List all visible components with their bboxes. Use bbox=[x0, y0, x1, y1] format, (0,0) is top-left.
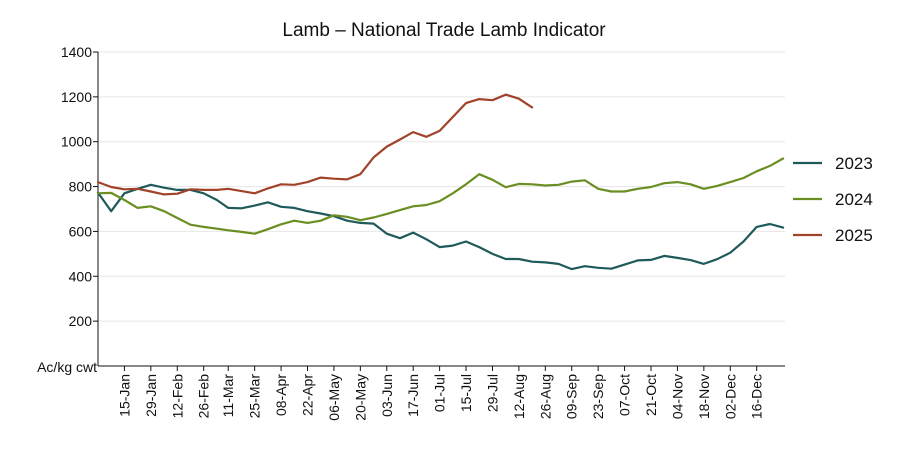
x-tick-label-14: 29-Jul bbox=[484, 374, 500, 412]
y-tick-label-1: 400 bbox=[69, 268, 93, 284]
x-tick-label-13: 15-Jul bbox=[458, 374, 474, 412]
x-tick-label-24: 16-Dec bbox=[749, 374, 765, 419]
y-tick-label-2: 600 bbox=[69, 223, 93, 239]
x-tick-label-22: 18-Nov bbox=[696, 374, 712, 419]
axes bbox=[97, 52, 785, 367]
x-tick-label-18: 23-Sep bbox=[590, 374, 606, 419]
y-tick-label-5: 1200 bbox=[61, 89, 92, 105]
series-lines bbox=[96, 93, 785, 271]
x-tick-label-11: 17-Jun bbox=[405, 374, 421, 417]
legend: 2023 2024 2025 bbox=[793, 154, 873, 245]
x-tick-label-7: 22-Apr bbox=[299, 374, 315, 416]
x-tick-label-5: 25-Mar bbox=[247, 374, 263, 419]
y-tick-label-4: 1000 bbox=[61, 134, 92, 150]
y-axis-unit-label: Ac/kg cwt bbox=[37, 359, 97, 375]
x-tick-label-9: 20-May bbox=[352, 374, 368, 421]
x-tick-label-4: 11-Mar bbox=[220, 374, 236, 418]
x-tick-label-21: 04-Nov bbox=[669, 374, 685, 419]
x-tick-label-1: 29-Jan bbox=[143, 374, 159, 417]
x-tick-label-6: 08-Apr bbox=[273, 374, 289, 416]
y-tick-label-0: 200 bbox=[69, 313, 93, 329]
x-tick-label-16: 26-Aug bbox=[537, 374, 553, 419]
y-axis-ticks: 200 400 600 800 1000 1200 1400 bbox=[61, 44, 98, 329]
x-axis-ticks: 15-Jan 29-Jan 12-Feb 26-Feb 11-Mar 25-Mar 08-A… bbox=[116, 366, 765, 421]
x-tick-label-19: 07-Oct bbox=[617, 374, 633, 416]
legend-label-2024: 2024 bbox=[835, 190, 873, 209]
series-line-2025 bbox=[96, 93, 534, 196]
x-tick-label-2: 12-Feb bbox=[169, 374, 185, 419]
x-tick-label-12: 01-Jul bbox=[432, 374, 448, 412]
x-tick-label-23: 02-Dec bbox=[722, 374, 738, 419]
legend-label-2025: 2025 bbox=[835, 226, 873, 245]
legend-label-2023: 2023 bbox=[835, 154, 873, 173]
x-tick-label-10: 03-Jun bbox=[379, 374, 395, 417]
y-tick-label-3: 800 bbox=[69, 179, 93, 195]
grid-lines bbox=[98, 51, 785, 322]
series-line-2024 bbox=[96, 157, 785, 235]
x-tick-label-0: 15-Jan bbox=[116, 374, 132, 417]
x-tick-label-8: 06-May bbox=[326, 374, 342, 421]
y-tick-label-6: 1400 bbox=[61, 44, 92, 60]
x-tick-label-3: 26-Feb bbox=[196, 374, 212, 419]
x-tick-label-15: 12-Aug bbox=[511, 374, 527, 419]
x-tick-label-17: 09-Sep bbox=[564, 374, 580, 419]
x-tick-label-20: 21-Oct bbox=[643, 374, 659, 416]
chart-title: Lamb – National Trade Lamb Indicator bbox=[282, 20, 606, 41]
series-line-2023 bbox=[96, 183, 785, 271]
